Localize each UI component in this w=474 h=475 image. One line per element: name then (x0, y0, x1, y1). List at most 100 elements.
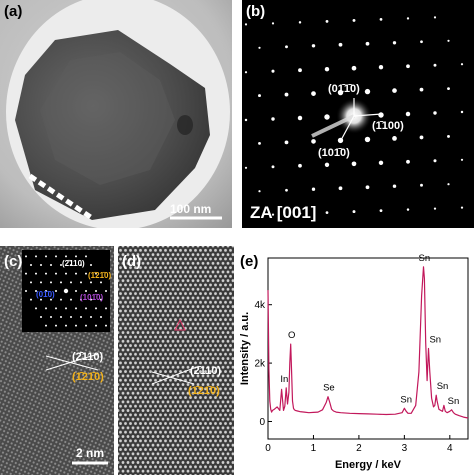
fft-spot (35, 272, 37, 275)
fft-spot (45, 324, 47, 327)
x-tick-label: 3 (402, 443, 408, 454)
diffraction-spot (311, 139, 316, 144)
x-axis-label: Energy / keV (335, 459, 402, 471)
diffraction-spot (244, 118, 248, 122)
fft-spot (70, 298, 72, 301)
diffraction-spot (433, 159, 437, 163)
fft-spot (70, 264, 72, 267)
fft-spot (55, 255, 57, 258)
plane-label-1: (2̄110) (72, 351, 104, 363)
diffraction-spot (285, 45, 288, 49)
diffraction-spot (433, 111, 437, 115)
panel-label: (c) (4, 253, 23, 270)
diffraction-spot (271, 69, 275, 73)
diffraction-spot (258, 141, 261, 145)
eds-chart: 0 1 2 3 4 0 2k 4k Energy / keV Intensity / a.u. O… (239, 253, 469, 471)
peak-label: In (280, 374, 288, 385)
diffraction-spot (406, 17, 410, 20)
x-tick-label: 2 (356, 443, 362, 454)
fft-spot (45, 255, 47, 258)
nanoplate-particle (15, 30, 210, 220)
fft-spot (63, 288, 69, 294)
diffraction-spot (284, 92, 289, 97)
lattice-fringes (0, 246, 114, 475)
peak-label: Sn (419, 253, 431, 264)
fft-spot (50, 298, 52, 301)
diffraction-spot (433, 16, 437, 19)
fft-spot (105, 290, 107, 292)
diffraction-spot (460, 110, 464, 114)
diffraction-spot (447, 39, 450, 42)
diffraction-spot (447, 87, 450, 91)
peak-label: Se (323, 383, 335, 394)
diffraction-spot (433, 207, 437, 210)
panel-c-hrtem-image: (c) (2̄110) (1̄21̄0) (01̄0) (101̄0) (2̄1… (0, 246, 114, 475)
peak-label: Sn (448, 396, 460, 407)
peak-label: Sn (429, 335, 441, 346)
tem-image-graphic (0, 0, 232, 228)
fft-spot (90, 298, 92, 301)
fft-spot (80, 298, 82, 301)
fft-spot (45, 272, 47, 275)
diffraction-spot (258, 46, 261, 49)
diffraction-spot (298, 163, 302, 168)
panel-b-saed-pattern: (b) (01̄1̄0) (1̄100) (101̄0) ZA [001] (242, 0, 474, 228)
fft-spot (60, 298, 62, 301)
fft-spot (70, 281, 72, 284)
fft-spot (95, 324, 97, 327)
fft-spot (100, 315, 102, 318)
diffraction-spot (406, 159, 410, 164)
y-tick-label: 0 (259, 417, 265, 428)
fft-spot (105, 324, 107, 327)
fft-spot (55, 272, 57, 275)
inset-spot-top: (2̄110) (62, 259, 85, 268)
fft-spot (85, 255, 87, 258)
x-tick-label: 1 (311, 443, 317, 454)
diffraction-spot (352, 210, 356, 214)
x-tick-label: 4 (447, 443, 453, 454)
diffraction-spot (378, 112, 384, 118)
fft-spot (65, 307, 67, 310)
diffraction-spot (311, 91, 316, 96)
diffraction-spot (420, 183, 423, 187)
diffraction-spot (406, 208, 410, 211)
fft-spot (75, 290, 77, 292)
fft-spot (55, 324, 57, 327)
fft-spot (35, 307, 37, 310)
diffraction-spot (324, 162, 330, 167)
fft-spot (60, 264, 62, 267)
fft-spot (75, 307, 77, 310)
diffraction-spot (379, 18, 383, 21)
diffraction-spot (392, 88, 397, 93)
diffraction-spot (420, 40, 423, 44)
diffraction-spot (298, 68, 302, 73)
fft-spot (75, 255, 77, 258)
diffraction-spot (365, 185, 370, 190)
fft-spot (40, 281, 42, 284)
fft-spot (95, 272, 97, 275)
panel-d-hrtem-image: (d) (2̄110) (1̄21̄0) (118, 246, 234, 475)
fft-spot (25, 272, 27, 275)
fft-spot (50, 281, 52, 284)
fft-spot (35, 255, 37, 258)
diffraction-spot (244, 23, 248, 26)
diffraction-spot (447, 134, 450, 138)
diffraction-spot (271, 213, 275, 216)
diffraction-spot (433, 63, 437, 67)
y-tick-label: 4k (254, 300, 266, 311)
fft-spot (25, 290, 27, 292)
fft-spot (45, 290, 47, 292)
fft-spot (75, 324, 77, 327)
fft-spot (70, 315, 72, 318)
diffraction-spot (285, 188, 288, 192)
fft-spot (40, 298, 42, 301)
fft-spot (80, 264, 82, 267)
diffraction-spot (351, 161, 357, 167)
diffraction-spots (244, 16, 464, 216)
diffraction-spot (460, 158, 464, 161)
scale-bar-text: 100 nm (170, 202, 212, 216)
diffraction-spot (244, 71, 248, 74)
fft-spot (80, 315, 82, 318)
diffraction-spot (311, 187, 316, 191)
fft-spot (30, 264, 32, 267)
